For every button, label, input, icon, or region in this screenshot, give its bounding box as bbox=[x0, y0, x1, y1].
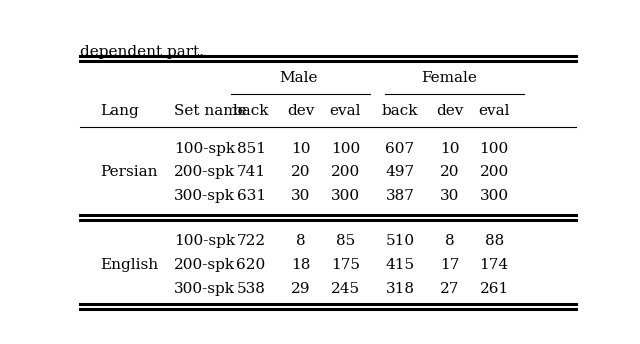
Text: 20: 20 bbox=[291, 165, 310, 179]
Text: 29: 29 bbox=[291, 282, 310, 296]
Text: back: back bbox=[233, 105, 269, 118]
Text: 200-spk: 200-spk bbox=[174, 258, 236, 272]
Text: 10: 10 bbox=[291, 142, 310, 155]
Text: 538: 538 bbox=[237, 282, 266, 296]
Text: 17: 17 bbox=[440, 258, 460, 272]
Text: eval: eval bbox=[330, 105, 361, 118]
Text: Set name: Set name bbox=[174, 105, 247, 118]
Text: 175: 175 bbox=[331, 258, 360, 272]
Text: 30: 30 bbox=[291, 189, 310, 203]
Text: 300-spk: 300-spk bbox=[174, 282, 236, 296]
Text: 20: 20 bbox=[440, 165, 460, 179]
Text: 607: 607 bbox=[385, 142, 415, 155]
Text: Male: Male bbox=[279, 71, 317, 85]
Text: 497: 497 bbox=[385, 165, 415, 179]
Text: Lang: Lang bbox=[100, 105, 139, 118]
Text: 387: 387 bbox=[385, 189, 414, 203]
Text: 300: 300 bbox=[479, 189, 509, 203]
Text: 30: 30 bbox=[440, 189, 460, 203]
Text: 631: 631 bbox=[237, 189, 266, 203]
Text: 88: 88 bbox=[484, 234, 504, 248]
Text: dependent part.: dependent part. bbox=[80, 45, 204, 59]
Text: 200: 200 bbox=[331, 165, 360, 179]
Text: 100-spk: 100-spk bbox=[174, 142, 236, 155]
Text: 415: 415 bbox=[385, 258, 415, 272]
Text: dev: dev bbox=[436, 105, 463, 118]
Text: 741: 741 bbox=[237, 165, 266, 179]
Text: 174: 174 bbox=[479, 258, 509, 272]
Text: Female: Female bbox=[422, 71, 477, 85]
Text: 300: 300 bbox=[331, 189, 360, 203]
Text: English: English bbox=[100, 258, 158, 272]
Text: 100-spk: 100-spk bbox=[174, 234, 236, 248]
Text: 722: 722 bbox=[237, 234, 266, 248]
Text: eval: eval bbox=[479, 105, 510, 118]
Text: 200: 200 bbox=[479, 165, 509, 179]
Text: 318: 318 bbox=[385, 282, 415, 296]
Text: 85: 85 bbox=[336, 234, 355, 248]
Text: 8: 8 bbox=[445, 234, 454, 248]
Text: 851: 851 bbox=[237, 142, 266, 155]
Text: dev: dev bbox=[287, 105, 314, 118]
Text: 18: 18 bbox=[291, 258, 310, 272]
Text: 261: 261 bbox=[479, 282, 509, 296]
Text: 510: 510 bbox=[385, 234, 415, 248]
Text: Persian: Persian bbox=[100, 165, 157, 179]
Text: 100: 100 bbox=[331, 142, 360, 155]
Text: back: back bbox=[381, 105, 418, 118]
Text: 620: 620 bbox=[237, 258, 266, 272]
Text: 10: 10 bbox=[440, 142, 460, 155]
Text: 300-spk: 300-spk bbox=[174, 189, 236, 203]
Text: 100: 100 bbox=[479, 142, 509, 155]
Text: 27: 27 bbox=[440, 282, 460, 296]
Text: 200-spk: 200-spk bbox=[174, 165, 236, 179]
Text: 8: 8 bbox=[296, 234, 305, 248]
Text: 245: 245 bbox=[331, 282, 360, 296]
